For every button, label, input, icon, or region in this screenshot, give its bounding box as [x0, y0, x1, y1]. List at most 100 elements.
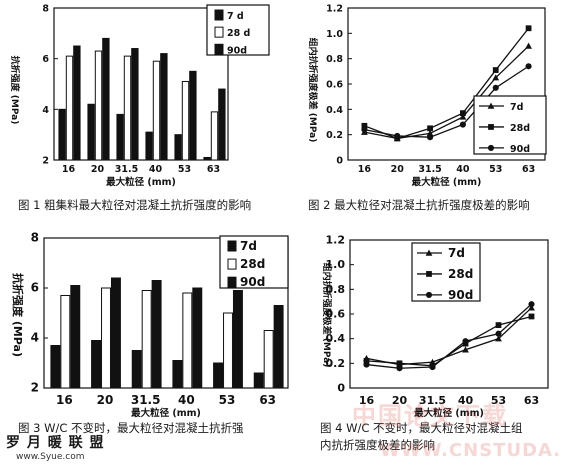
- chart-4-y-tick-label: 0: [337, 382, 345, 395]
- figure-2-caption: 图 2 最大粒径对混凝土抗折强度极差的影响: [308, 198, 530, 212]
- chart-2-legend-box: [473, 95, 547, 155]
- chart-1-bar-90d: [131, 48, 139, 161]
- chart-4-point-28d: [396, 360, 403, 367]
- chart-1-x-tick-label: 63: [207, 164, 220, 175]
- chart-4-legend-marker: [425, 291, 433, 298]
- chart-3-y-tick-label: 4: [31, 331, 39, 345]
- chart-2-line-7d: [364, 45, 530, 140]
- chart-3-bar-90d: [151, 280, 162, 389]
- chart-1-x-tick-label: 31.5: [115, 164, 138, 175]
- chart-1-bar-7d: [203, 156, 211, 161]
- chart-2-legend-label: 90d: [510, 144, 530, 155]
- chart-2-point-7d: [459, 113, 467, 120]
- chart-1-bar-90d: [73, 45, 81, 161]
- chart-3-bar-7d: [91, 340, 102, 389]
- chart-4-point-28d: [363, 357, 370, 364]
- chart-1-bar-90d: [218, 88, 226, 161]
- chart-4-y-tick-label: 0.2: [326, 357, 346, 370]
- chart-3-y-tick-label: 8: [31, 231, 39, 245]
- chart-3-legend-label: 7d: [240, 239, 257, 253]
- chart-4-point-90d: [495, 330, 502, 337]
- chart-2-legend-marker: [487, 144, 495, 151]
- chart-1-legend-swatch: [214, 9, 224, 21]
- chart-4-legend-label: 90d: [448, 288, 473, 302]
- chart-1-bar-7d: [174, 134, 182, 161]
- chart-2-point-7d: [525, 42, 532, 49]
- chart-4-y-tick-label: 1.2: [326, 234, 346, 247]
- chart-3-bar-28d: [223, 312, 233, 389]
- chart-2-point-28d: [460, 110, 466, 117]
- chart-1-bar-28d: [152, 60, 161, 161]
- chart-1-bar-28d: [65, 55, 74, 161]
- chart-3-y-tick-label: 6: [31, 281, 39, 295]
- chart-4-point-90d: [462, 338, 469, 345]
- chart-1-x-tick-label: 16: [62, 164, 76, 175]
- chart-1-bar-28d: [181, 80, 190, 161]
- chart-3-bar-7d: [50, 345, 61, 389]
- chart-2-point-28d: [492, 67, 499, 73]
- chart-1-bar-7d: [87, 103, 95, 161]
- chart-2-point-90d: [427, 134, 434, 141]
- chart-2-legend-label: 7d: [510, 102, 523, 113]
- chart-1-legend-swatch: [214, 43, 224, 55]
- chart-3-legend-swatch: [227, 276, 237, 288]
- chart-3-bar-7d: [131, 350, 142, 389]
- chart-2-line-28d: [364, 27, 530, 140]
- chart-3-bar-90d: [70, 285, 81, 389]
- chart-4-x-axis-label: 最大粒径 (mm): [414, 407, 484, 419]
- chart-1-bar-28d: [123, 55, 132, 161]
- chart-2-line-90d: [364, 65, 529, 138]
- chart-3-bar-28d: [141, 290, 152, 389]
- chart-1-bar-90d: [189, 70, 197, 161]
- chart-4-y-tick-label: 0.8: [326, 283, 346, 296]
- chart-4-point-7d: [462, 346, 469, 353]
- site-logo-text: 罗 月 暖 联 盟: [6, 435, 105, 451]
- chart-1-bar-28d: [210, 111, 219, 161]
- chart-2-point-28d: [361, 122, 368, 129]
- chart-4-line-7d: [366, 307, 532, 366]
- figure-4-caption-line-2: 内抗折强度极差的影响: [320, 438, 435, 452]
- chart-2-point-90d: [525, 63, 532, 70]
- chart-4-x-tick-label: 20: [392, 394, 408, 407]
- chart-3-x-tick-label: 20: [97, 393, 114, 407]
- chart-2-legend-label: 28d: [510, 123, 530, 134]
- figure-1-caption: 图 1 粗集料最大粒径对混凝土抗折强度的影响: [18, 198, 252, 212]
- chart-1-y-tick-label: 4: [42, 105, 49, 116]
- chart-3-bar-28d: [101, 287, 111, 389]
- chart-1-x-tick-label: 20: [91, 164, 105, 175]
- chart-4-legend-label: 7d: [448, 246, 465, 260]
- chart-2-point-28d: [427, 125, 433, 132]
- download-watermark: 中国论文下载: [352, 402, 508, 430]
- chart-1-bar-7d: [145, 131, 153, 161]
- download-watermark-url: WWW.CNSTUDA.: [380, 440, 562, 461]
- chart-2-x-axis-label: 最大粒径 (mm): [412, 176, 482, 188]
- figure-4-caption-line-1: 图 4 W/C 不变时，最大粒径对混凝土组: [320, 421, 523, 435]
- chart-1-legend-label: 90d: [227, 45, 247, 56]
- chart-2-x-tick-label: 16: [358, 164, 372, 175]
- chart-1-bar-7d: [58, 108, 66, 161]
- chart-1-x-tick-label: 40: [149, 164, 163, 175]
- chart-3-bar-7d: [172, 360, 183, 389]
- chart-1-bar-7d: [116, 113, 124, 161]
- chart-2-x-tick-label: 63: [522, 164, 535, 175]
- chart-3-bar-90d: [192, 287, 203, 389]
- chart-4-legend-marker: [425, 249, 433, 256]
- chart-3-x-tick-label: 31.5: [131, 393, 161, 407]
- chart-1-legend-swatch: [214, 26, 224, 38]
- chart-3-y-tick-label: 2: [31, 381, 39, 395]
- chart-2-legend-marker: [487, 102, 495, 109]
- chart-2-point-7d: [426, 130, 434, 137]
- chart-4-line-90d: [366, 303, 532, 369]
- chart-3-legend-swatch: [227, 240, 237, 252]
- chart-4-x-tick-label: 53: [491, 394, 506, 407]
- chart-3-bar-7d: [213, 362, 224, 389]
- chart-4-x-tick-label: 16: [359, 394, 375, 407]
- chart-3-x-tick-label: 63: [259, 393, 276, 407]
- chart-4-y-tick-label: 0.6: [326, 308, 346, 321]
- chart-4-legend-label: 28d: [448, 267, 473, 281]
- chart-3-x-axis-label: 最大粒径 (mm): [131, 407, 201, 419]
- chart-4-y-tick-label: 0.4: [326, 332, 346, 345]
- chart-4-legend-marker: [426, 271, 432, 277]
- chart-4-y-tick-label: 1.0: [326, 258, 346, 271]
